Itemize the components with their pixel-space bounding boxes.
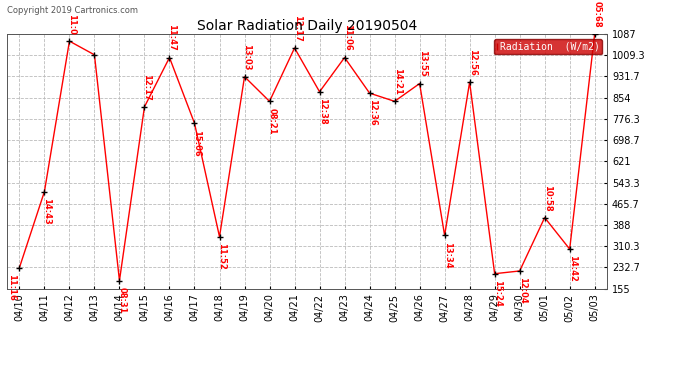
Text: 12:17: 12:17 (293, 15, 302, 42)
Text: 12:04: 12:04 (518, 278, 526, 304)
Text: 08:31: 08:31 (117, 287, 126, 314)
Text: 13:55: 13:55 (417, 50, 426, 77)
Text: 05:68: 05:68 (593, 1, 602, 27)
Text: 11:16: 11:16 (8, 274, 17, 301)
Text: 14:21: 14:21 (393, 68, 402, 95)
Text: 15:24: 15:24 (493, 280, 502, 307)
Text: 13:34: 13:34 (442, 242, 452, 268)
Title: Solar Radiation Daily 20190504: Solar Radiation Daily 20190504 (197, 19, 417, 33)
Text: 11:52: 11:52 (217, 243, 226, 270)
Text: 14:42: 14:42 (568, 255, 577, 282)
Text: 14:43: 14:43 (42, 198, 52, 225)
Text: 12:36: 12:36 (368, 99, 377, 126)
Text: 12:38: 12:38 (317, 98, 326, 125)
Text: 15:06: 15:06 (193, 130, 201, 156)
Text: Copyright 2019 Cartronics.com: Copyright 2019 Cartronics.com (7, 6, 138, 15)
Text: 12:17: 12:17 (142, 74, 152, 100)
Text: 11:47: 11:47 (168, 24, 177, 51)
Legend: Radiation  (W/m2): Radiation (W/m2) (494, 39, 602, 54)
Text: 10:58: 10:58 (542, 184, 552, 211)
Text: 13:03: 13:03 (242, 44, 252, 70)
Text: 11:0: 11:0 (68, 14, 77, 35)
Text: 12:56: 12:56 (468, 49, 477, 76)
Text: 08:21: 08:21 (268, 108, 277, 134)
Text: 11:06: 11:06 (342, 24, 352, 51)
